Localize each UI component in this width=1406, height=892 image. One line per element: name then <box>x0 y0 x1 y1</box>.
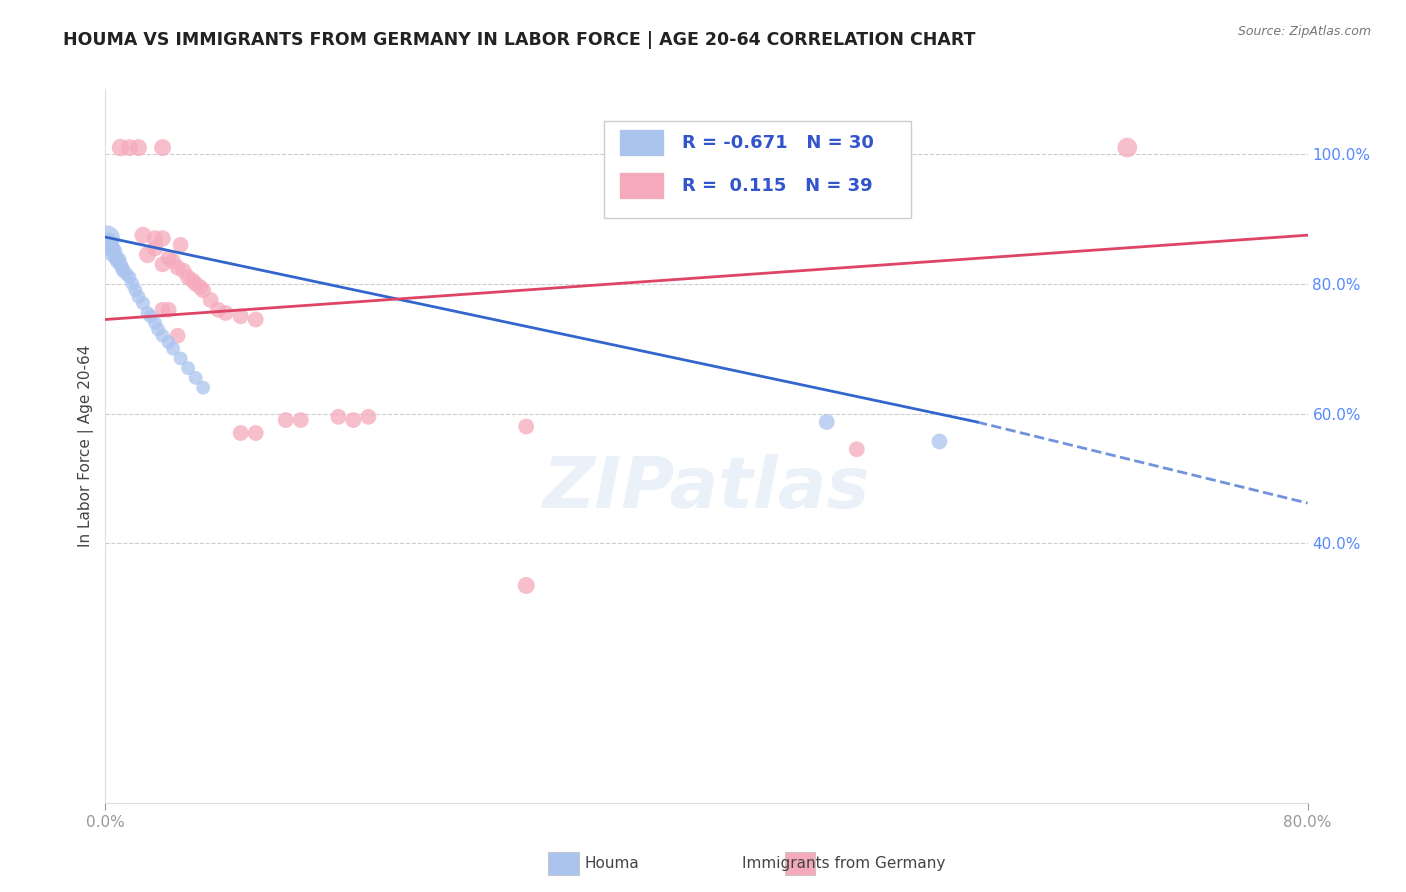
Point <box>184 277 207 291</box>
Point <box>157 302 180 317</box>
Point <box>97 235 120 249</box>
Text: R = -0.671   N = 30: R = -0.671 N = 30 <box>682 134 875 152</box>
Point <box>928 434 950 449</box>
Point <box>111 260 134 275</box>
Point <box>96 231 118 245</box>
Point <box>191 381 214 395</box>
Point <box>132 296 155 310</box>
Point <box>146 322 169 336</box>
Text: Immigrants from Germany: Immigrants from Germany <box>742 856 945 871</box>
Point <box>328 409 350 424</box>
Point <box>342 413 364 427</box>
Point <box>143 316 166 330</box>
Point <box>110 257 132 271</box>
Point <box>136 247 159 261</box>
Point <box>128 290 150 304</box>
Point <box>103 244 125 259</box>
Point <box>157 335 180 350</box>
Point <box>229 310 252 324</box>
Point <box>245 312 267 326</box>
Point <box>177 361 200 376</box>
Point <box>118 270 141 285</box>
Point <box>162 254 184 268</box>
Point <box>152 140 174 154</box>
Point <box>104 251 127 265</box>
Point <box>143 241 166 255</box>
Point <box>152 328 174 343</box>
Point <box>290 413 312 427</box>
Point <box>214 306 236 320</box>
Point <box>162 342 184 356</box>
Point <box>274 413 297 427</box>
Point <box>515 419 537 434</box>
FancyBboxPatch shape <box>605 121 911 218</box>
FancyBboxPatch shape <box>619 172 665 199</box>
Point <box>143 231 166 245</box>
Text: Source: ZipAtlas.com: Source: ZipAtlas.com <box>1237 25 1371 38</box>
Point <box>112 264 135 278</box>
Point <box>177 270 200 285</box>
Point <box>152 257 174 271</box>
Point <box>845 442 868 457</box>
Text: HOUMA VS IMMIGRANTS FROM GERMANY IN LABOR FORCE | AGE 20-64 CORRELATION CHART: HOUMA VS IMMIGRANTS FROM GERMANY IN LABO… <box>63 31 976 49</box>
Point <box>166 328 188 343</box>
Point <box>107 254 129 268</box>
Point <box>166 260 188 275</box>
Point <box>357 409 380 424</box>
Point <box>108 252 131 267</box>
Point <box>188 280 211 294</box>
Point <box>124 283 146 297</box>
Point <box>181 274 204 288</box>
Point <box>132 228 155 243</box>
Text: ZIPatlas: ZIPatlas <box>543 454 870 524</box>
Point <box>100 241 122 255</box>
Point <box>229 425 252 440</box>
Point <box>121 277 143 291</box>
Point <box>139 310 162 324</box>
Point <box>118 140 141 154</box>
Point <box>200 293 222 307</box>
Point <box>101 247 124 261</box>
Point <box>157 251 180 265</box>
Point <box>245 425 267 440</box>
Point <box>152 302 174 317</box>
Point <box>207 302 229 317</box>
Point <box>136 306 159 320</box>
Bar <box>548 853 579 874</box>
FancyBboxPatch shape <box>619 129 665 156</box>
Point <box>110 140 132 154</box>
Point <box>152 231 174 245</box>
Text: R =  0.115   N = 39: R = 0.115 N = 39 <box>682 177 873 194</box>
Point <box>173 264 195 278</box>
Text: Houma: Houma <box>585 856 638 871</box>
Point <box>184 371 207 385</box>
Point <box>515 578 537 592</box>
Point <box>815 415 838 429</box>
Point <box>1116 140 1139 154</box>
Point <box>128 140 150 154</box>
Point <box>115 267 138 281</box>
Point <box>169 238 191 252</box>
Point <box>169 351 191 366</box>
Point <box>191 283 214 297</box>
Bar <box>785 853 815 874</box>
Y-axis label: In Labor Force | Age 20-64: In Labor Force | Age 20-64 <box>79 345 94 547</box>
